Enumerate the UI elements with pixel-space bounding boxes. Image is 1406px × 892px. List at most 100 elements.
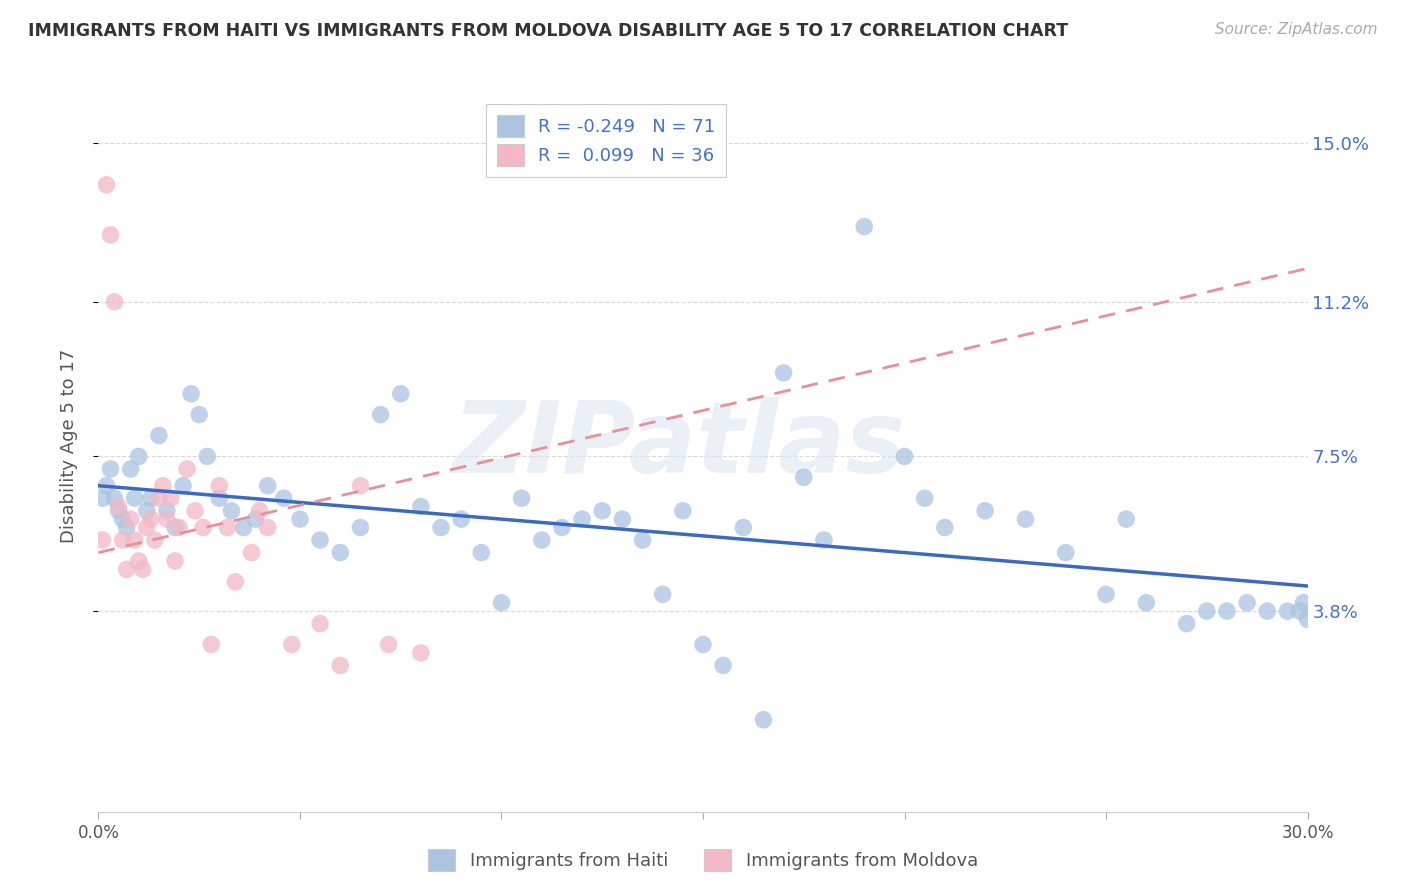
- Point: [120, 512, 142, 526]
- Point: [91, 491, 114, 506]
- Point: [188, 408, 211, 422]
- Point: [409, 500, 432, 514]
- Point: [934, 520, 956, 534]
- Point: [752, 713, 775, 727]
- Point: [1288, 604, 1310, 618]
- Point: [135, 520, 157, 534]
- Text: Source: ZipAtlas.com: Source: ZipAtlas.com: [1215, 22, 1378, 37]
- Point: [249, 504, 271, 518]
- Point: [163, 520, 186, 534]
- Point: [139, 491, 162, 506]
- Point: [470, 545, 492, 559]
- Point: [103, 491, 125, 506]
- Point: [530, 533, 553, 547]
- Point: [167, 520, 190, 534]
- Point: [389, 386, 412, 401]
- Point: [1216, 604, 1239, 618]
- Point: [115, 520, 138, 534]
- Point: [273, 491, 295, 506]
- Point: [111, 533, 134, 547]
- Point: [91, 533, 114, 547]
- Point: [176, 462, 198, 476]
- Point: [733, 520, 755, 534]
- Point: [612, 512, 634, 526]
- Point: [163, 554, 186, 568]
- Point: [156, 512, 179, 526]
- Point: [100, 462, 122, 476]
- Point: [1236, 596, 1258, 610]
- Point: [631, 533, 654, 547]
- Point: [571, 512, 593, 526]
- Point: [370, 408, 392, 422]
- Point: [217, 520, 239, 534]
- Point: [245, 512, 267, 526]
- Point: [111, 512, 134, 526]
- Point: [115, 562, 138, 576]
- Point: [200, 638, 222, 652]
- Point: [232, 520, 254, 534]
- Point: [143, 533, 166, 547]
- Point: [148, 491, 170, 506]
- Point: [152, 479, 174, 493]
- Point: [107, 504, 129, 518]
- Point: [309, 533, 332, 547]
- Point: [256, 520, 278, 534]
- Point: [672, 504, 695, 518]
- Point: [1256, 604, 1278, 618]
- Point: [172, 479, 194, 493]
- Point: [156, 504, 179, 518]
- Point: [1296, 612, 1319, 626]
- Point: [224, 574, 246, 589]
- Point: [1115, 512, 1137, 526]
- Text: ZIPatlas: ZIPatlas: [453, 398, 905, 494]
- Point: [184, 504, 207, 518]
- Point: [551, 520, 574, 534]
- Point: [128, 554, 150, 568]
- Point: [103, 294, 125, 309]
- Point: [409, 646, 432, 660]
- Point: [120, 462, 142, 476]
- Point: [309, 616, 332, 631]
- Point: [329, 545, 352, 559]
- Point: [591, 504, 613, 518]
- Point: [772, 366, 794, 380]
- Point: [124, 533, 146, 547]
- Point: [491, 596, 513, 610]
- Point: [100, 227, 122, 242]
- Point: [853, 219, 876, 234]
- Point: [96, 479, 118, 493]
- Point: [914, 491, 936, 506]
- Point: [1277, 604, 1299, 618]
- Point: [96, 178, 118, 192]
- Point: [974, 504, 997, 518]
- Point: [1095, 587, 1118, 601]
- Text: IMMIGRANTS FROM HAITI VS IMMIGRANTS FROM MOLDOVA DISABILITY AGE 5 TO 17 CORRELAT: IMMIGRANTS FROM HAITI VS IMMIGRANTS FROM…: [28, 22, 1069, 40]
- Point: [281, 638, 304, 652]
- Point: [180, 386, 202, 401]
- Y-axis label: Disability Age 5 to 17: Disability Age 5 to 17: [59, 349, 77, 543]
- Point: [132, 562, 155, 576]
- Point: [208, 491, 231, 506]
- Point: [349, 479, 371, 493]
- Point: [288, 512, 311, 526]
- Point: [793, 470, 815, 484]
- Point: [377, 638, 399, 652]
- Point: [1195, 604, 1218, 618]
- Point: [893, 450, 915, 464]
- Point: [1135, 596, 1157, 610]
- Point: [128, 450, 150, 464]
- Point: [256, 479, 278, 493]
- Point: [450, 512, 472, 526]
- Point: [208, 479, 231, 493]
- Point: [135, 504, 157, 518]
- Legend: R = -0.249   N = 71, R =  0.099   N = 36: R = -0.249 N = 71, R = 0.099 N = 36: [486, 104, 727, 177]
- Point: [349, 520, 371, 534]
- Point: [107, 500, 129, 514]
- Point: [1175, 616, 1198, 631]
- Point: [813, 533, 835, 547]
- Legend: Immigrants from Haiti, Immigrants from Moldova: Immigrants from Haiti, Immigrants from M…: [420, 842, 986, 879]
- Point: [221, 504, 243, 518]
- Point: [195, 450, 218, 464]
- Point: [1014, 512, 1036, 526]
- Point: [430, 520, 453, 534]
